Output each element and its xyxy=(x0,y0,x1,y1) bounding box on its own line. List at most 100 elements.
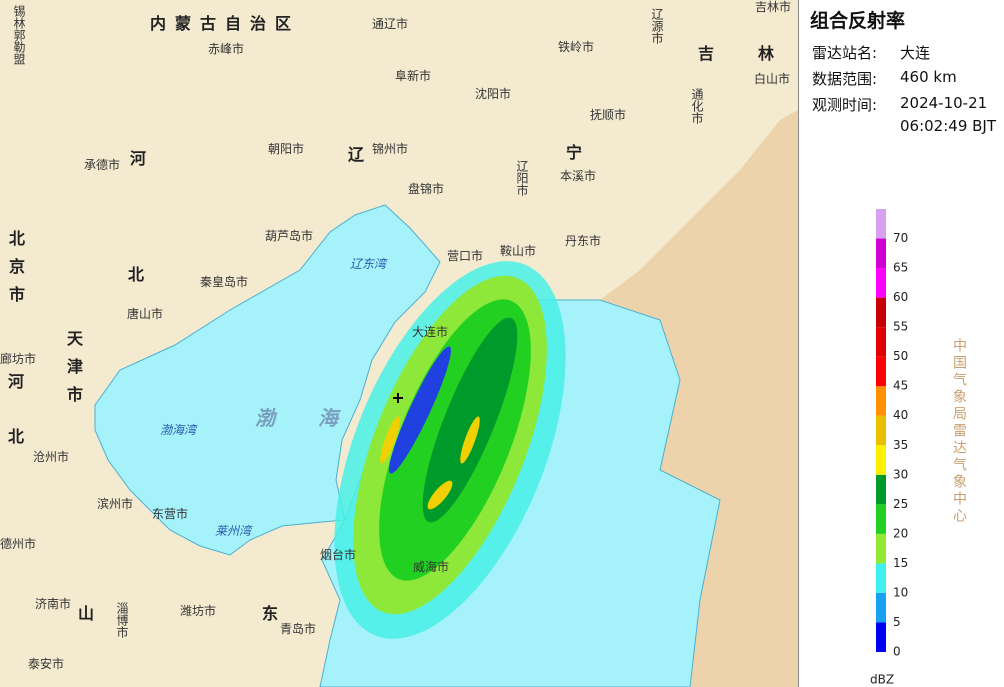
place-label: 渤 xyxy=(255,406,275,430)
place-label: 朝阳市 xyxy=(268,142,305,156)
place-label: 淄博市 xyxy=(115,602,129,638)
legend-tick-label: 50 xyxy=(893,349,908,363)
panel-title: 组合反射率 xyxy=(810,10,906,32)
place-label: 盘锦市 xyxy=(408,182,445,196)
place-label: 营口市 xyxy=(447,249,484,263)
place-label: 本溪市 xyxy=(560,169,597,183)
place-label: 通辽市 xyxy=(372,17,409,31)
radar-site xyxy=(393,393,403,403)
place-label: 阜新市 xyxy=(395,69,432,83)
legend-swatch xyxy=(876,415,886,446)
place-label: 鞍山市 xyxy=(500,244,537,258)
echo xyxy=(427,480,453,510)
place-label: 潍坊市 xyxy=(180,604,217,618)
place-label: 河 xyxy=(130,149,147,168)
legend-tick-label: 25 xyxy=(893,497,908,511)
place-label: 沧州市 xyxy=(33,450,70,464)
echo xyxy=(389,346,451,474)
place-label: 廊坊市 xyxy=(0,352,37,366)
echo xyxy=(460,416,480,464)
place-label: 赤峰市 xyxy=(208,42,245,56)
place-label: 吉林市 xyxy=(755,0,792,14)
place-label: 山 xyxy=(78,604,95,623)
place-label: 北 xyxy=(128,265,145,284)
place-label: 北京市 xyxy=(6,230,25,314)
legend-tick-label: 40 xyxy=(893,408,908,422)
legend-unit: dBZ xyxy=(870,673,894,687)
place-label: 白山市 xyxy=(754,72,791,86)
place-label: 北 xyxy=(8,427,25,446)
radar-echo xyxy=(334,261,566,639)
legend-swatch xyxy=(876,474,886,505)
legend-swatch xyxy=(876,533,886,564)
place-label: 锡林郭勒盟 xyxy=(12,5,26,65)
place-label: 承德市 xyxy=(84,158,121,172)
place-label: 河 xyxy=(8,372,25,391)
foreign-land xyxy=(600,110,798,687)
credit: 中国气象局雷达气象中心 xyxy=(951,338,967,525)
legend-tick-label: 35 xyxy=(893,438,908,452)
row-value: 06:02:49 BJT xyxy=(900,117,997,135)
place-label: 大连市 xyxy=(412,325,449,339)
row-label: 数据范围: xyxy=(812,70,878,88)
place-label: 宁 xyxy=(566,143,583,162)
place-label: 东营市 xyxy=(152,507,189,521)
place-label: 铁岭市 xyxy=(558,40,595,54)
place-label: 抚顺市 xyxy=(590,108,627,122)
legend-swatch xyxy=(876,592,886,623)
place-label: 青岛市 xyxy=(280,622,317,636)
place-label: 锦州市 xyxy=(372,142,409,156)
row-value: 大连 xyxy=(900,44,931,62)
legend-tick-label: 45 xyxy=(893,379,908,393)
legend-swatch xyxy=(876,445,886,475)
legend-tick-label: 5 xyxy=(893,615,901,629)
legend-swatch xyxy=(876,327,886,357)
echo xyxy=(380,416,400,464)
legend-swatch xyxy=(876,622,886,652)
place-label: 泰安市 xyxy=(28,657,65,671)
legend-tick-label: 55 xyxy=(893,320,908,334)
place-label: 滨州市 xyxy=(97,497,134,511)
row-value: 2024-10-21 xyxy=(900,94,988,112)
place-label: 辽 xyxy=(348,145,365,164)
echo xyxy=(422,317,518,523)
place-label: 海 xyxy=(318,406,338,430)
legend-tick-label: 30 xyxy=(893,467,908,481)
row-label: 雷达站名: xyxy=(812,44,878,62)
place-label: 渤海湾 xyxy=(160,423,197,437)
legend-swatch xyxy=(876,238,886,269)
place-label: 德州市 xyxy=(0,537,37,551)
place-label: 内蒙古自治区 xyxy=(150,14,301,33)
place-label: 秦皇岛市 xyxy=(200,275,249,289)
place-label: 辽阳市 xyxy=(515,160,529,196)
bohai-sea xyxy=(94,204,441,556)
place-label: 东 xyxy=(262,604,279,623)
legend-tick-label: 10 xyxy=(893,585,908,599)
legend-tick-label: 15 xyxy=(893,556,908,570)
place-label: 威海市 xyxy=(413,560,450,574)
legend-swatch xyxy=(876,268,886,298)
place-label: 天津市 xyxy=(64,330,83,414)
row-value: 460 km xyxy=(900,68,957,86)
place-label: 丹东市 xyxy=(565,234,602,248)
legend-tick-label: 70 xyxy=(893,231,908,245)
place-label: 济南市 xyxy=(35,597,72,611)
legend-swatch xyxy=(876,297,886,328)
legend-swatch xyxy=(876,563,886,593)
legend-swatch xyxy=(876,356,886,387)
place-label: 吉 xyxy=(698,44,715,63)
place-label: 莱州湾 xyxy=(215,524,252,538)
legend-swatch xyxy=(876,504,886,534)
legend-tick-label: 65 xyxy=(893,261,908,275)
row-label: 观测时间: xyxy=(812,96,878,114)
place-label: 林 xyxy=(758,44,775,63)
place-label: 辽源市 xyxy=(650,8,664,44)
place-label: 烟台市 xyxy=(320,548,357,562)
legend-swatch xyxy=(876,209,886,239)
legend-tick-label: 20 xyxy=(893,526,908,540)
place-label: 葫芦岛市 xyxy=(265,229,314,243)
legend-tick-label: 0 xyxy=(893,645,901,659)
place-label: 通化市 xyxy=(690,88,704,124)
